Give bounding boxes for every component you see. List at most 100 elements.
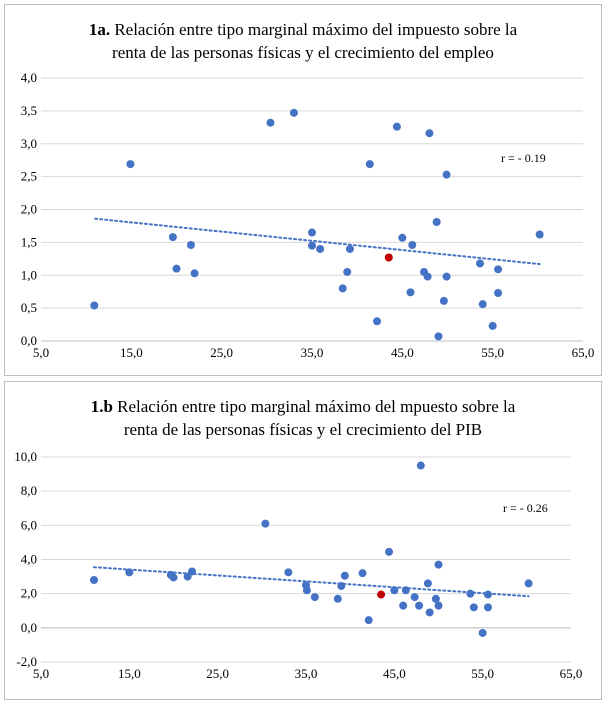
data-point [423, 579, 432, 588]
y-tick-label: 1,0 [21, 267, 37, 282]
chart-title-line1: Relación entre tipo marginal máximo del … [112, 397, 516, 416]
data-point [469, 603, 478, 612]
y-tick-label: 6,0 [21, 517, 37, 532]
y-tick-label: 4,0 [21, 552, 37, 567]
x-tick-label: 65,0 [560, 666, 583, 681]
data-point [392, 122, 401, 131]
data-point [345, 244, 354, 253]
data-point [266, 118, 275, 127]
data-point [186, 241, 195, 250]
data-point [398, 233, 407, 242]
data-point [343, 267, 352, 276]
x-tick-label: 35,0 [295, 666, 318, 681]
data-point [416, 461, 425, 470]
data-point [289, 108, 298, 117]
chart-title-line2: renta de las personas físicas y el creci… [123, 420, 483, 439]
data-point [466, 589, 475, 598]
data-point [524, 579, 533, 588]
data-point [284, 568, 293, 577]
highlight-point [377, 590, 386, 599]
data-point [442, 272, 451, 281]
data-point [90, 576, 98, 584]
data-point [431, 594, 440, 603]
data-point [385, 547, 394, 556]
x-tick-label: 45,0 [391, 345, 414, 360]
x-tick-label: 25,0 [206, 666, 229, 681]
data-point [168, 233, 177, 242]
trendline [94, 217, 541, 266]
y-tick-label: -2,0 [16, 654, 37, 669]
data-point [337, 581, 346, 590]
data-point [434, 332, 443, 341]
x-tick-label: 55,0 [471, 666, 494, 681]
data-point [310, 593, 319, 602]
chart-panel-1b: 1.b Relación entre tipo marginal máximo … [4, 381, 602, 700]
data-point [399, 601, 408, 610]
chart-title-line2: renta de las personas físicas y el creci… [112, 43, 494, 62]
data-point [316, 244, 325, 253]
y-tick-label: 3,5 [21, 103, 37, 118]
y-tick-label: 2,0 [21, 586, 37, 601]
chart-title-number: 1.b [90, 397, 113, 416]
x-tick-label: 65,0 [572, 345, 595, 360]
data-point [488, 321, 497, 330]
data-point [172, 264, 181, 273]
data-point [390, 586, 399, 595]
data-point [434, 601, 443, 610]
data-point [169, 573, 178, 582]
y-tick-label: 0,5 [21, 300, 37, 315]
x-tick-label: 55,0 [481, 345, 504, 360]
x-tick-label: 5,0 [33, 345, 49, 360]
trendline [93, 566, 530, 598]
chart-panel-1a: 1a. Relación entre tipo marginal máximo … [4, 4, 602, 376]
data-point [434, 560, 443, 569]
data-point [423, 272, 432, 281]
data-point [410, 593, 419, 602]
y-tick-label: 2,5 [21, 169, 37, 184]
data-point [494, 289, 503, 298]
data-point [483, 603, 492, 612]
data-point [425, 608, 434, 617]
data-point [358, 569, 367, 578]
chart-title-1a: 1a. Relación entre tipo marginal máximo … [5, 18, 601, 64]
y-tick-label: 2,0 [21, 202, 37, 217]
data-point [478, 300, 487, 309]
data-point [476, 259, 485, 268]
y-tick-label: 3,0 [21, 136, 37, 151]
data-point [406, 288, 415, 297]
scatter-plot-1a: 0,0 0,5 1,0 1,5 2,0 2,5 3,0 3,5 4,0 5,0 15,0 25,0 35… [21, 70, 595, 360]
x-tick-label: 15,0 [118, 666, 141, 681]
data-point [415, 601, 424, 610]
data-point [302, 586, 311, 595]
data-point [401, 586, 410, 595]
data-point [442, 170, 451, 179]
data-point [338, 284, 347, 293]
correlation-label: r = - 0.26 [503, 501, 548, 515]
data-point [126, 160, 135, 169]
data-point [373, 317, 382, 326]
y-tick-label: 10,0 [14, 449, 37, 464]
x-tick-label: 5,0 [33, 666, 49, 681]
chart-title-1b: 1.b Relación entre tipo marginal máximo … [5, 395, 601, 441]
scatter-plot-1b: -2,0 0,0 2,0 4,0 6,0 8,0 10,0 5,0 15,0 25,0 35,0 45… [14, 449, 583, 681]
highlight-point [384, 253, 393, 262]
data-point [333, 594, 342, 603]
data-point [90, 301, 99, 310]
x-tick-label: 25,0 [210, 345, 233, 360]
x-tick-label: 15,0 [120, 345, 143, 360]
data-point [308, 228, 316, 237]
data-point [432, 217, 441, 226]
x-tick-label: 45,0 [383, 666, 406, 681]
chart-title-number: 1a. [88, 20, 111, 39]
data-point [125, 568, 134, 577]
x-tick-label: 35,0 [301, 345, 324, 360]
data-point [188, 567, 197, 576]
data-point [261, 519, 270, 528]
data-point [478, 628, 487, 637]
data-point [425, 129, 434, 138]
data-point [483, 590, 492, 599]
y-tick-label: 1,5 [21, 234, 37, 249]
data-point [535, 230, 544, 239]
data-point [364, 616, 373, 625]
data-point [365, 160, 374, 169]
